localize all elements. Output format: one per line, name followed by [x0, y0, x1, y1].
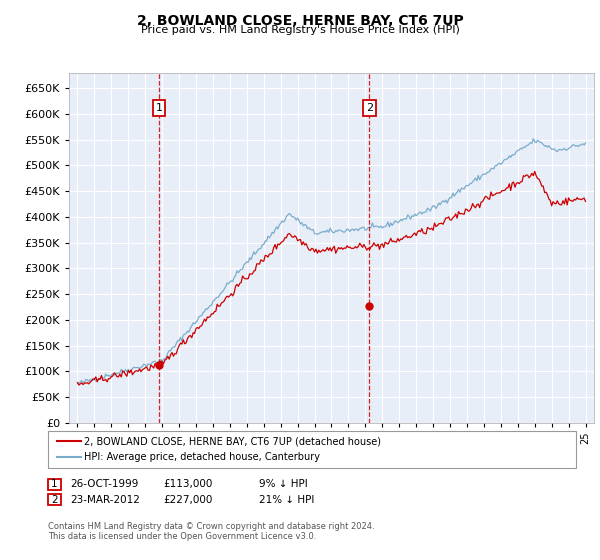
Text: 2: 2: [51, 494, 58, 505]
Text: 1: 1: [51, 479, 58, 489]
Text: 9% ↓ HPI: 9% ↓ HPI: [259, 479, 308, 489]
Text: £227,000: £227,000: [163, 494, 212, 505]
Text: 26-OCT-1999: 26-OCT-1999: [70, 479, 139, 489]
Text: 21% ↓ HPI: 21% ↓ HPI: [259, 494, 314, 505]
Text: 2: 2: [366, 103, 373, 113]
Text: 1: 1: [155, 103, 163, 113]
Text: 2, BOWLAND CLOSE, HERNE BAY, CT6 7UP: 2, BOWLAND CLOSE, HERNE BAY, CT6 7UP: [137, 14, 463, 28]
Text: Price paid vs. HM Land Registry's House Price Index (HPI): Price paid vs. HM Land Registry's House …: [140, 25, 460, 35]
Text: 2, BOWLAND CLOSE, HERNE BAY, CT6 7UP (detached house): 2, BOWLAND CLOSE, HERNE BAY, CT6 7UP (de…: [84, 436, 381, 446]
Text: Contains HM Land Registry data © Crown copyright and database right 2024.
This d: Contains HM Land Registry data © Crown c…: [48, 522, 374, 542]
Text: £113,000: £113,000: [163, 479, 212, 489]
Text: 23-MAR-2012: 23-MAR-2012: [70, 494, 140, 505]
Text: HPI: Average price, detached house, Canterbury: HPI: Average price, detached house, Cant…: [84, 452, 320, 463]
